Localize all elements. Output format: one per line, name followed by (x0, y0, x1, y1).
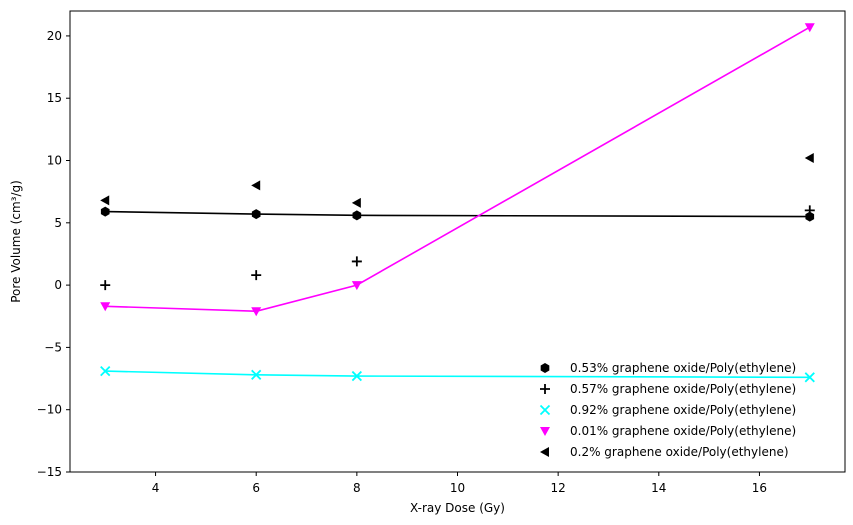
series-3-point (804, 372, 815, 383)
series-4-line (105, 26, 811, 313)
series-3-point (251, 369, 262, 380)
legend-label-5: 0.2% graphene oxide/Poly(ethylene) (570, 445, 789, 459)
y-axis-ticks: −15 −10 −5 0 5 10 15 20 (37, 29, 70, 479)
legend: 0.53% graphene oxide/Poly(ethylene) 0.57%… (539, 361, 796, 459)
x-tick-label: 4 (152, 481, 160, 495)
x-axis-label: X-ray Dose (Gy) (410, 501, 505, 515)
fit-lines (105, 26, 811, 379)
plot-frame (69, 10, 846, 473)
legend-label-1: 0.53% graphene oxide/Poly(ethylene) (570, 361, 796, 375)
legend-label-2: 0.57% graphene oxide/Poly(ethylene) (570, 382, 796, 396)
series-2-point (100, 280, 111, 291)
x-tick-label: 16 (752, 481, 767, 495)
y-tick-label: −5 (44, 340, 62, 354)
series-1-point (251, 209, 261, 220)
series-3-point (351, 370, 362, 382)
y-tick-label: −10 (37, 403, 62, 417)
series-5-point (351, 197, 361, 208)
legend-label-4: 0.01% graphene oxide/Poly(ethylene) (570, 424, 796, 438)
series-2-point (804, 205, 815, 216)
x-tick-label: 8 (353, 481, 361, 495)
series-5-point (251, 180, 261, 191)
x-tick-label: 12 (551, 481, 566, 495)
y-tick-label: 0 (54, 278, 62, 292)
series-1-point (352, 210, 362, 221)
series-1-point (100, 206, 110, 217)
series-1-line (105, 210, 810, 218)
series-4-point (100, 302, 111, 312)
y-tick-label: 5 (54, 216, 62, 230)
legend-marker-3 (539, 404, 551, 416)
data-markers (100, 23, 815, 383)
series-4-point (804, 23, 815, 33)
series-2-point (351, 256, 362, 267)
y-tick-label: 20 (47, 29, 62, 43)
x-tick-label: 14 (651, 481, 666, 495)
series-5-point (100, 195, 110, 206)
series-3-point (100, 365, 111, 377)
legend-marker-5 (540, 447, 549, 457)
x-axis-ticks: 4 6 8 10 12 14 16 (152, 472, 767, 495)
legend-marker-1 (540, 363, 550, 373)
series-5-point (804, 153, 814, 164)
series-4-point (251, 307, 262, 317)
x-tick-label: 6 (252, 481, 260, 495)
legend-label-3: 0.92% graphene oxide/Poly(ethylene) (570, 403, 796, 417)
series-4-point (351, 281, 362, 291)
y-tick-label: −15 (37, 465, 62, 479)
x-tick-label: 10 (450, 481, 465, 495)
y-axis-label: Pore Volume (cm³/g) (9, 180, 23, 303)
legend-marker-4 (540, 427, 550, 436)
series-2-point (251, 270, 262, 281)
legend-marker-2 (540, 384, 550, 394)
series-3-line (105, 370, 810, 379)
y-tick-label: 10 (47, 154, 62, 168)
series-1-point (805, 211, 815, 222)
y-tick-label: 15 (47, 91, 62, 105)
